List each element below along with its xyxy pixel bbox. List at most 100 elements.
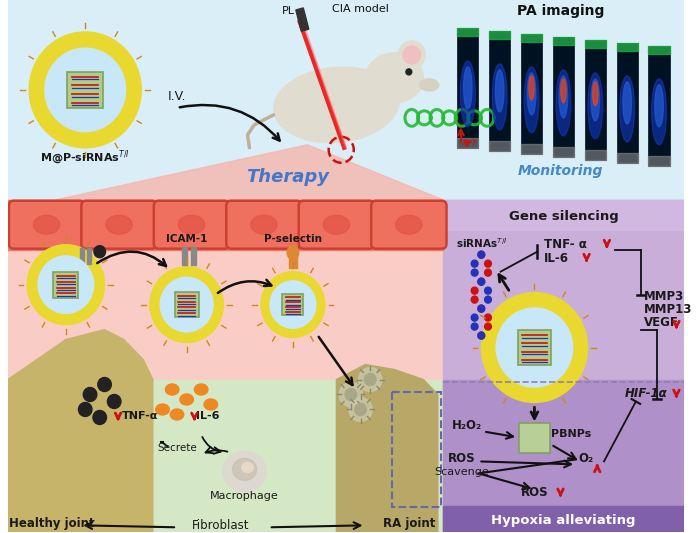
Circle shape (478, 305, 484, 312)
Circle shape (484, 287, 491, 294)
FancyBboxPatch shape (226, 201, 302, 249)
FancyBboxPatch shape (154, 201, 229, 249)
Bar (584, 40, 606, 48)
Ellipse shape (623, 82, 631, 124)
Text: ROS: ROS (521, 486, 548, 499)
Circle shape (345, 389, 357, 400)
Ellipse shape (323, 215, 349, 234)
Bar (442, 200, 684, 230)
Text: O₂: O₂ (578, 453, 593, 465)
Text: HIF-1α: HIF-1α (624, 387, 667, 400)
Bar (617, 153, 638, 163)
Bar (553, 37, 574, 45)
Ellipse shape (654, 85, 664, 127)
Polygon shape (56, 145, 442, 200)
Bar (553, 147, 574, 157)
Circle shape (478, 251, 484, 258)
Circle shape (38, 256, 94, 313)
Bar (88, 248, 91, 264)
Ellipse shape (588, 73, 603, 139)
Bar (442, 200, 684, 532)
Text: Secrete: Secrete (157, 443, 197, 454)
Text: H₂O₂: H₂O₂ (452, 419, 482, 432)
Circle shape (94, 246, 106, 257)
Ellipse shape (165, 384, 179, 395)
Bar (192, 247, 196, 265)
Bar (8, 200, 442, 532)
Bar (457, 28, 478, 36)
Ellipse shape (170, 409, 184, 420)
Ellipse shape (241, 463, 253, 472)
Bar (521, 34, 542, 42)
Ellipse shape (524, 67, 539, 133)
Bar (442, 506, 684, 532)
Ellipse shape (496, 70, 504, 112)
Text: VEGF: VEGF (643, 316, 678, 328)
Text: Gene silencing: Gene silencing (508, 210, 618, 223)
Circle shape (78, 402, 92, 416)
Text: Hypoxia alleviating: Hypoxia alleviating (491, 514, 636, 527)
Ellipse shape (223, 451, 267, 491)
Circle shape (150, 266, 223, 343)
FancyBboxPatch shape (9, 201, 84, 249)
FancyBboxPatch shape (517, 330, 552, 365)
Bar (8, 379, 442, 532)
Circle shape (160, 277, 213, 332)
Circle shape (478, 251, 484, 258)
Bar (553, 37, 574, 157)
Circle shape (471, 269, 478, 276)
Text: siRNAs$^{T/I}$: siRNAs$^{T/I}$ (456, 236, 507, 249)
Bar (8, 200, 442, 249)
Text: Monitoring: Monitoring (518, 164, 603, 178)
Circle shape (398, 41, 426, 69)
Text: ICAM-1: ICAM-1 (166, 233, 207, 244)
Circle shape (471, 323, 478, 330)
Text: IL-6: IL-6 (196, 411, 220, 422)
Text: TNF- α: TNF- α (544, 238, 587, 251)
Text: IL-6: IL-6 (544, 252, 569, 265)
Circle shape (478, 278, 484, 285)
Ellipse shape (204, 399, 218, 410)
Ellipse shape (556, 70, 571, 136)
FancyBboxPatch shape (519, 423, 550, 454)
Text: PA imaging: PA imaging (517, 4, 604, 18)
Ellipse shape (287, 246, 299, 260)
Ellipse shape (180, 394, 193, 405)
Text: P-selectin: P-selectin (264, 233, 322, 244)
Ellipse shape (365, 53, 424, 103)
FancyBboxPatch shape (67, 71, 103, 108)
Circle shape (93, 410, 106, 424)
Bar (8, 0, 684, 200)
Circle shape (484, 323, 491, 330)
Circle shape (358, 368, 382, 392)
Text: PBNPs: PBNPs (551, 430, 591, 439)
FancyBboxPatch shape (81, 201, 157, 249)
Ellipse shape (419, 79, 439, 91)
Circle shape (365, 374, 376, 385)
Text: TNF-α: TNF-α (122, 411, 158, 422)
Circle shape (471, 314, 478, 321)
Bar (521, 34, 542, 154)
Ellipse shape (195, 384, 208, 395)
Circle shape (27, 245, 104, 325)
FancyBboxPatch shape (175, 292, 199, 317)
Ellipse shape (529, 76, 534, 100)
Ellipse shape (527, 73, 536, 115)
Ellipse shape (492, 64, 507, 130)
Bar (648, 46, 670, 54)
Ellipse shape (155, 404, 169, 415)
Bar (489, 141, 510, 151)
Bar (584, 150, 606, 160)
Circle shape (496, 308, 573, 387)
Text: ROS: ROS (448, 453, 476, 465)
Circle shape (484, 260, 491, 267)
Bar (648, 156, 670, 166)
Text: Healthy joint: Healthy joint (8, 518, 95, 530)
Bar (617, 43, 638, 163)
Circle shape (471, 287, 478, 294)
Bar (442, 379, 684, 532)
Ellipse shape (652, 79, 666, 145)
Ellipse shape (178, 215, 204, 234)
Ellipse shape (232, 458, 257, 480)
Circle shape (484, 314, 491, 321)
